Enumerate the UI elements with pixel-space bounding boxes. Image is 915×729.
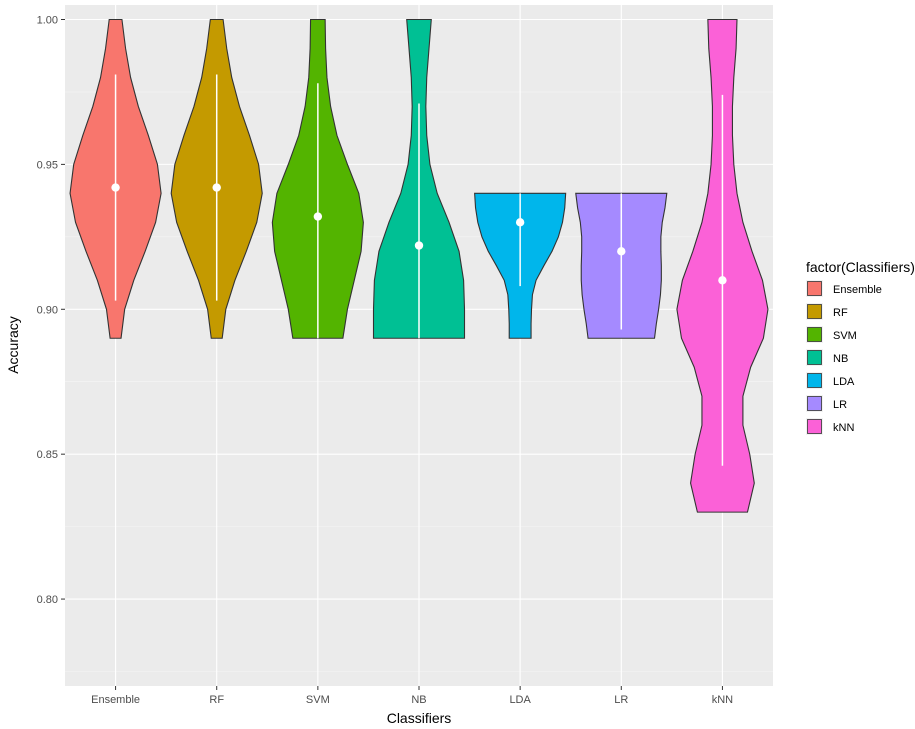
legend-swatch bbox=[807, 350, 822, 365]
legend-entries: Ensemble RF SVM NB LDA LR kNN bbox=[806, 280, 882, 435]
legend-label: Ensemble bbox=[833, 284, 882, 296]
y-tick-label: 0.95 bbox=[37, 159, 58, 171]
x-axis: Ensemble RF SVM NB LDA LR kNN bbox=[91, 686, 733, 706]
violin-lda bbox=[474, 192, 567, 339]
violin-knn bbox=[676, 18, 769, 513]
violin-layer bbox=[69, 18, 769, 513]
mean-point bbox=[718, 276, 727, 285]
y-axis-title: Accuracy bbox=[5, 316, 21, 374]
legend-label: RF bbox=[833, 307, 848, 319]
legend-swatch bbox=[807, 327, 822, 342]
legend-item-knn: kNN bbox=[806, 418, 854, 435]
legend-item-lda: LDA bbox=[806, 372, 855, 389]
legend: factor(Classifiers) Ensemble RF SVM NB LDA LR… bbox=[806, 259, 915, 435]
legend-swatch bbox=[807, 419, 822, 434]
mean-point bbox=[111, 183, 120, 192]
legend-item-lr: LR bbox=[806, 395, 847, 412]
violin-svm bbox=[271, 18, 364, 339]
mean-point bbox=[515, 218, 525, 227]
x-tick-label: SVM bbox=[306, 694, 330, 706]
legend-item-svm: SVM bbox=[806, 326, 857, 343]
x-tick-label: Ensemble bbox=[91, 694, 140, 706]
x-axis-title: Classifiers bbox=[387, 710, 452, 726]
y-tick-label: 0.90 bbox=[37, 304, 58, 316]
legend-label: NB bbox=[833, 353, 848, 365]
legend-swatch bbox=[807, 281, 822, 296]
legend-label: kNN bbox=[833, 422, 854, 434]
legend-swatch bbox=[807, 396, 822, 411]
x-tick-label: kNN bbox=[712, 694, 733, 706]
y-tick-label: 0.80 bbox=[37, 594, 58, 606]
legend-title: factor(Classifiers) bbox=[806, 259, 915, 275]
mean-point bbox=[313, 212, 323, 221]
mean-point bbox=[617, 247, 626, 256]
x-tick-label: LDA bbox=[509, 694, 531, 706]
legend-swatch bbox=[807, 373, 822, 388]
legend-label: LDA bbox=[833, 376, 855, 388]
legend-item-nb: NB bbox=[806, 349, 848, 366]
legend-swatch bbox=[807, 304, 822, 319]
x-tick-label: RF bbox=[209, 694, 224, 706]
x-tick-label: LR bbox=[614, 694, 628, 706]
legend-item-ensemble: Ensemble bbox=[806, 280, 882, 297]
mean-point bbox=[212, 183, 221, 192]
legend-item-rf: RF bbox=[806, 303, 848, 320]
violin-ensemble bbox=[69, 18, 162, 339]
mean-point bbox=[414, 241, 424, 250]
y-axis: 0.80 0.85 0.90 0.95 1.00 bbox=[37, 14, 65, 606]
y-tick-label: 1.00 bbox=[37, 14, 58, 26]
legend-label: LR bbox=[833, 399, 847, 411]
violin-lr bbox=[575, 192, 668, 339]
violin-rf bbox=[170, 18, 263, 339]
x-tick-label: NB bbox=[411, 694, 426, 706]
legend-label: SVM bbox=[833, 330, 857, 342]
y-tick-label: 0.85 bbox=[37, 449, 58, 461]
violin-nb bbox=[372, 18, 466, 339]
